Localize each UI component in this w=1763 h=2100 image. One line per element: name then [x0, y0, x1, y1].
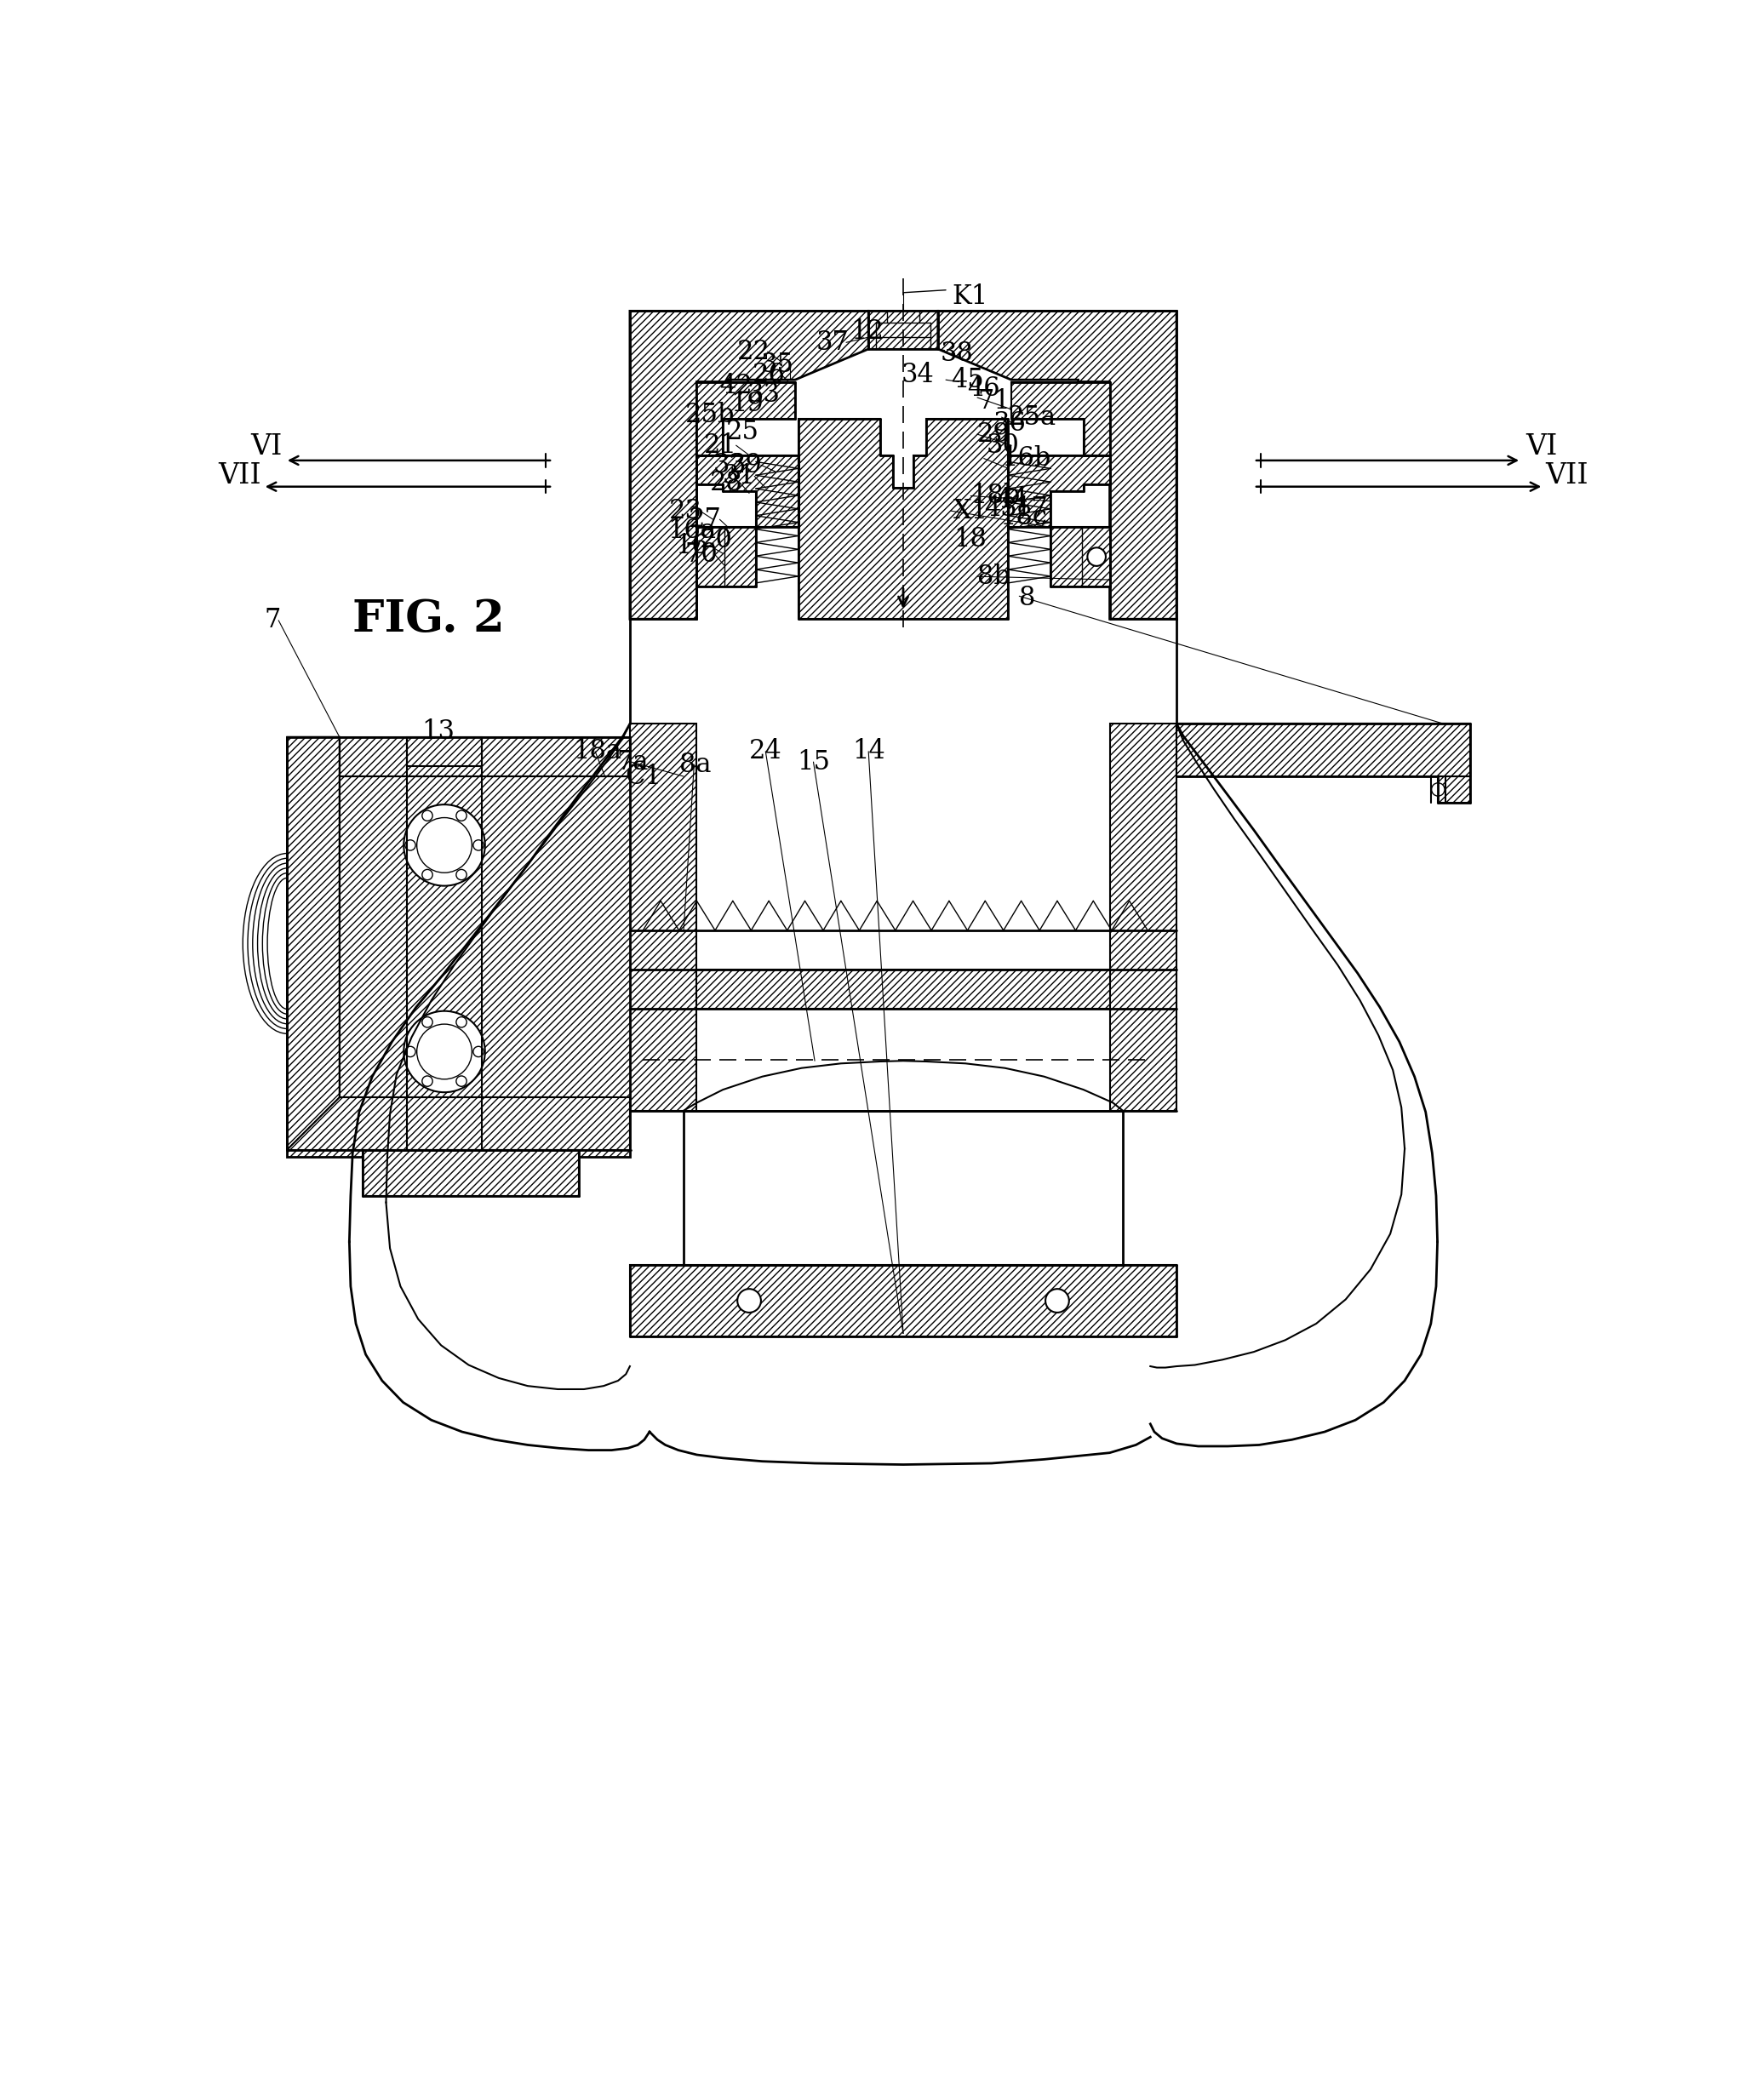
Text: 39: 39: [730, 451, 762, 479]
Text: 70: 70: [684, 542, 718, 567]
Polygon shape: [1008, 456, 1109, 527]
Text: VII: VII: [1546, 462, 1588, 489]
Text: 25b: 25b: [686, 401, 735, 428]
Text: 17: 17: [1015, 496, 1047, 523]
Polygon shape: [407, 737, 481, 766]
Text: 34: 34: [901, 361, 934, 388]
Text: K1: K1: [952, 284, 989, 311]
Text: 46: 46: [966, 376, 1000, 401]
Text: 36: 36: [993, 410, 1026, 437]
Text: 8b: 8b: [977, 563, 1010, 590]
Text: FIG. 2: FIG. 2: [353, 596, 504, 640]
Text: 16: 16: [675, 533, 709, 559]
Polygon shape: [1176, 724, 1470, 777]
Text: VII: VII: [219, 462, 261, 489]
Circle shape: [737, 1289, 762, 1312]
Polygon shape: [287, 737, 629, 777]
Circle shape: [404, 1010, 485, 1092]
Circle shape: [1088, 548, 1105, 567]
Text: 38: 38: [941, 340, 973, 367]
Text: 7: 7: [264, 607, 280, 634]
Text: 16a: 16a: [668, 517, 716, 544]
Text: 25: 25: [726, 420, 760, 445]
Circle shape: [421, 869, 432, 880]
Text: 71: 71: [977, 388, 1010, 414]
Circle shape: [472, 1046, 483, 1056]
Text: 26: 26: [753, 361, 786, 388]
Text: 20: 20: [700, 527, 733, 554]
Text: 22: 22: [737, 338, 770, 365]
Text: 21: 21: [703, 433, 737, 458]
Text: 28: 28: [709, 470, 742, 496]
Text: 13: 13: [421, 718, 455, 746]
Text: 37: 37: [816, 330, 848, 355]
Text: 44: 44: [994, 487, 1028, 512]
Polygon shape: [696, 527, 756, 586]
Polygon shape: [1109, 724, 1176, 1111]
Polygon shape: [696, 456, 799, 527]
Circle shape: [416, 817, 472, 874]
Text: 8: 8: [1019, 586, 1035, 611]
Polygon shape: [938, 311, 1176, 620]
Polygon shape: [869, 311, 938, 349]
Text: VI: VI: [250, 435, 282, 460]
Circle shape: [421, 811, 432, 821]
Text: 18: 18: [954, 525, 987, 552]
Circle shape: [457, 811, 467, 821]
Text: 18b: 18b: [971, 483, 1021, 508]
Text: 35: 35: [760, 351, 793, 378]
Text: 29: 29: [977, 420, 1010, 447]
Circle shape: [1432, 783, 1444, 796]
Text: 31: 31: [723, 462, 756, 489]
Circle shape: [472, 840, 483, 851]
Text: 15: 15: [797, 750, 830, 775]
Text: 19: 19: [730, 391, 763, 418]
Polygon shape: [363, 1151, 578, 1195]
Circle shape: [416, 1025, 472, 1079]
Circle shape: [421, 1016, 432, 1027]
Text: 25a: 25a: [1008, 403, 1056, 430]
Text: 18c: 18c: [1000, 504, 1047, 531]
Text: 7a: 7a: [617, 750, 649, 775]
Circle shape: [405, 840, 416, 851]
Polygon shape: [1176, 724, 1470, 802]
Circle shape: [404, 804, 485, 886]
Circle shape: [457, 1016, 467, 1027]
Polygon shape: [629, 311, 869, 620]
Polygon shape: [696, 382, 795, 456]
Text: 24: 24: [749, 739, 783, 764]
Text: 43: 43: [984, 496, 1017, 523]
Text: C1: C1: [624, 762, 661, 790]
Circle shape: [1045, 1289, 1068, 1312]
Text: 42: 42: [719, 374, 753, 399]
Text: 12: 12: [850, 319, 883, 344]
Polygon shape: [629, 724, 696, 1111]
Text: VI: VI: [1527, 435, 1558, 460]
Text: 33: 33: [748, 382, 781, 407]
Polygon shape: [1051, 527, 1109, 586]
Polygon shape: [629, 1264, 1176, 1338]
Text: 16b: 16b: [1001, 445, 1051, 472]
Text: 18a: 18a: [573, 739, 621, 764]
Polygon shape: [799, 420, 1008, 620]
Polygon shape: [287, 737, 629, 1157]
Polygon shape: [287, 737, 340, 1151]
Text: 32: 32: [714, 451, 746, 479]
Polygon shape: [287, 1098, 629, 1151]
Text: 45: 45: [950, 367, 984, 393]
Text: 27: 27: [689, 506, 721, 533]
Polygon shape: [1012, 382, 1109, 456]
Circle shape: [457, 1075, 467, 1086]
Text: X1: X1: [954, 498, 989, 525]
Circle shape: [421, 1075, 432, 1086]
Circle shape: [457, 869, 467, 880]
Text: 14: 14: [852, 739, 885, 764]
Circle shape: [405, 1046, 416, 1056]
Text: 8a: 8a: [679, 752, 712, 777]
Text: 23: 23: [668, 498, 702, 525]
Polygon shape: [629, 970, 1176, 1008]
Text: 30: 30: [987, 433, 1019, 458]
